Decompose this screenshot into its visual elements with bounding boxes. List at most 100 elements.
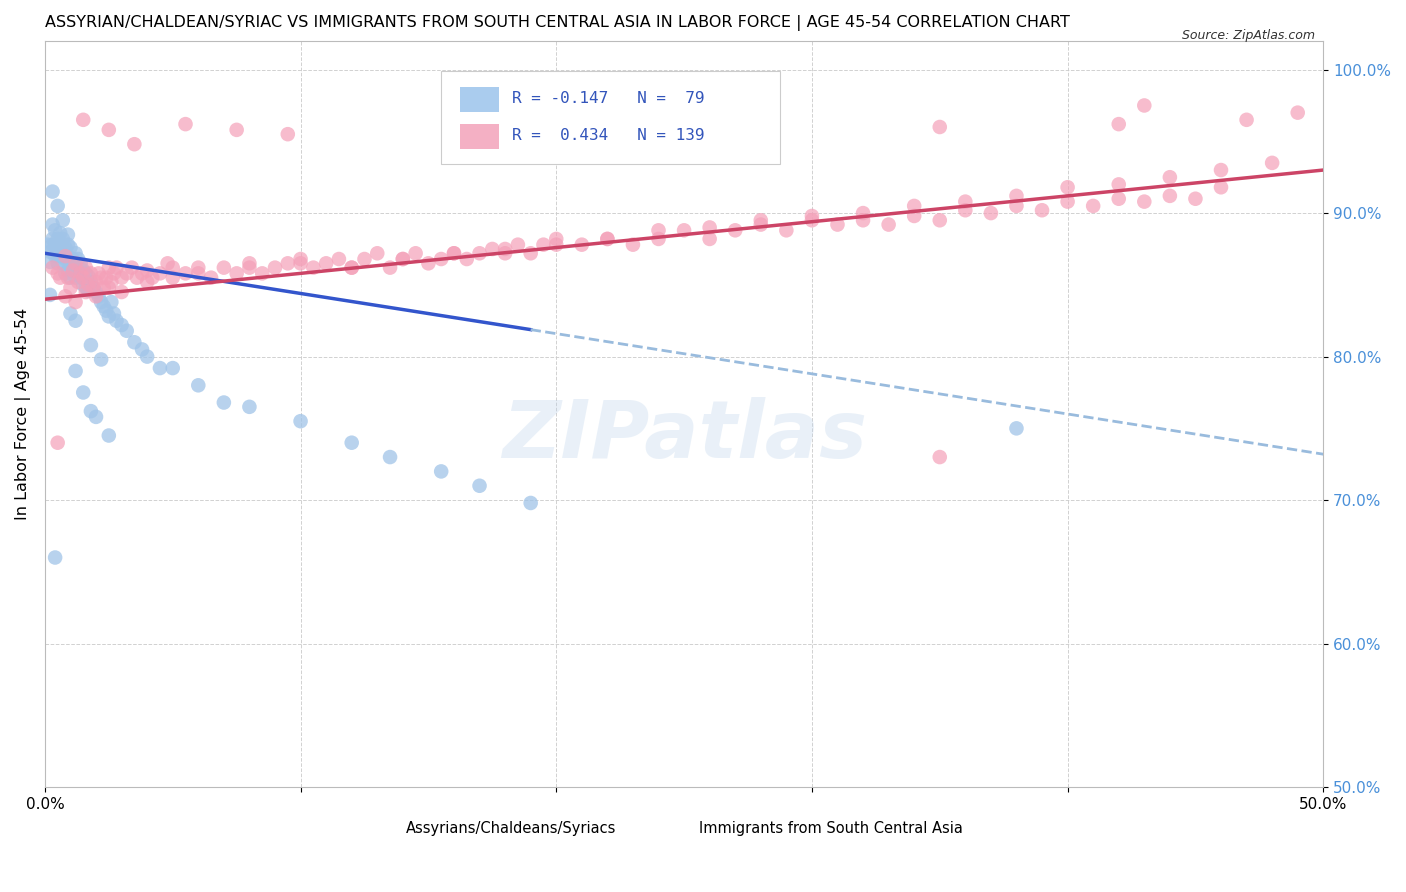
- Point: [72, 112, 94, 127]
- Point: [82, 281, 104, 295]
- Point: [162, 270, 184, 285]
- Point: [96, 303, 118, 318]
- Point: [277, 256, 299, 270]
- Point: [519, 496, 541, 510]
- FancyBboxPatch shape: [389, 822, 418, 838]
- Point: [928, 213, 950, 227]
- Point: [56, 270, 79, 285]
- Point: [41, 232, 63, 246]
- Point: [340, 260, 363, 275]
- Point: [1056, 180, 1078, 194]
- Point: [212, 260, 235, 275]
- Point: [1133, 98, 1156, 112]
- Point: [41, 185, 63, 199]
- Point: [41, 218, 63, 232]
- Point: [596, 232, 619, 246]
- Point: [93, 299, 115, 313]
- Point: [46, 435, 69, 450]
- Point: [72, 270, 94, 285]
- Point: [1209, 180, 1232, 194]
- Point: [97, 260, 120, 275]
- Point: [533, 237, 555, 252]
- Point: [1159, 170, 1181, 185]
- Point: [494, 246, 516, 260]
- Point: [93, 281, 115, 295]
- Point: [62, 263, 84, 277]
- Point: [56, 227, 79, 242]
- Point: [468, 479, 491, 493]
- Point: [187, 266, 209, 280]
- Point: [506, 237, 529, 252]
- FancyBboxPatch shape: [703, 822, 731, 838]
- Point: [49, 249, 72, 263]
- Point: [277, 127, 299, 141]
- Point: [65, 260, 87, 275]
- Point: [456, 252, 478, 266]
- Point: [443, 246, 465, 260]
- Point: [44, 249, 66, 263]
- Point: [44, 550, 66, 565]
- Point: [366, 246, 388, 260]
- Point: [87, 289, 110, 303]
- Point: [103, 307, 125, 321]
- Point: [903, 209, 925, 223]
- Point: [290, 414, 312, 428]
- Point: [302, 260, 325, 275]
- Point: [1108, 178, 1130, 192]
- Point: [1236, 112, 1258, 127]
- Point: [110, 270, 132, 285]
- Text: Assyrians/Chaldeans/Syriacs: Assyrians/Chaldeans/Syriacs: [406, 821, 617, 836]
- Point: [136, 350, 159, 364]
- Point: [53, 241, 76, 255]
- Point: [250, 266, 273, 280]
- Point: [955, 203, 977, 218]
- Point: [212, 395, 235, 409]
- Point: [392, 252, 415, 266]
- Point: [52, 232, 75, 246]
- Point: [1056, 194, 1078, 209]
- Point: [647, 232, 669, 246]
- Point: [290, 256, 312, 270]
- Point: [225, 123, 247, 137]
- Point: [97, 310, 120, 324]
- Point: [52, 242, 75, 256]
- Point: [125, 270, 148, 285]
- Point: [1159, 189, 1181, 203]
- Point: [378, 260, 401, 275]
- Point: [69, 266, 91, 280]
- Point: [141, 270, 163, 285]
- Point: [52, 213, 75, 227]
- Point: [264, 260, 287, 275]
- Point: [46, 256, 69, 270]
- Point: [121, 260, 143, 275]
- Point: [800, 213, 823, 227]
- Point: [1005, 421, 1028, 435]
- Point: [65, 314, 87, 328]
- Point: [59, 256, 82, 270]
- Point: [124, 137, 146, 152]
- Point: [59, 241, 82, 255]
- Point: [162, 260, 184, 275]
- Point: [84, 285, 107, 299]
- Point: [115, 266, 138, 280]
- Point: [174, 117, 197, 131]
- Point: [80, 275, 103, 289]
- Point: [315, 256, 337, 270]
- Point: [673, 223, 696, 237]
- Point: [59, 307, 82, 321]
- Point: [124, 335, 146, 350]
- Point: [53, 252, 76, 266]
- Point: [97, 123, 120, 137]
- Point: [340, 435, 363, 450]
- Point: [39, 255, 62, 269]
- Point: [80, 404, 103, 418]
- Point: [65, 364, 87, 378]
- Point: [290, 252, 312, 266]
- Text: R = -0.147   N =  79: R = -0.147 N = 79: [512, 91, 704, 106]
- Point: [65, 256, 87, 270]
- Point: [494, 242, 516, 256]
- Point: [225, 266, 247, 280]
- Point: [59, 270, 82, 285]
- Point: [97, 428, 120, 442]
- Point: [468, 246, 491, 260]
